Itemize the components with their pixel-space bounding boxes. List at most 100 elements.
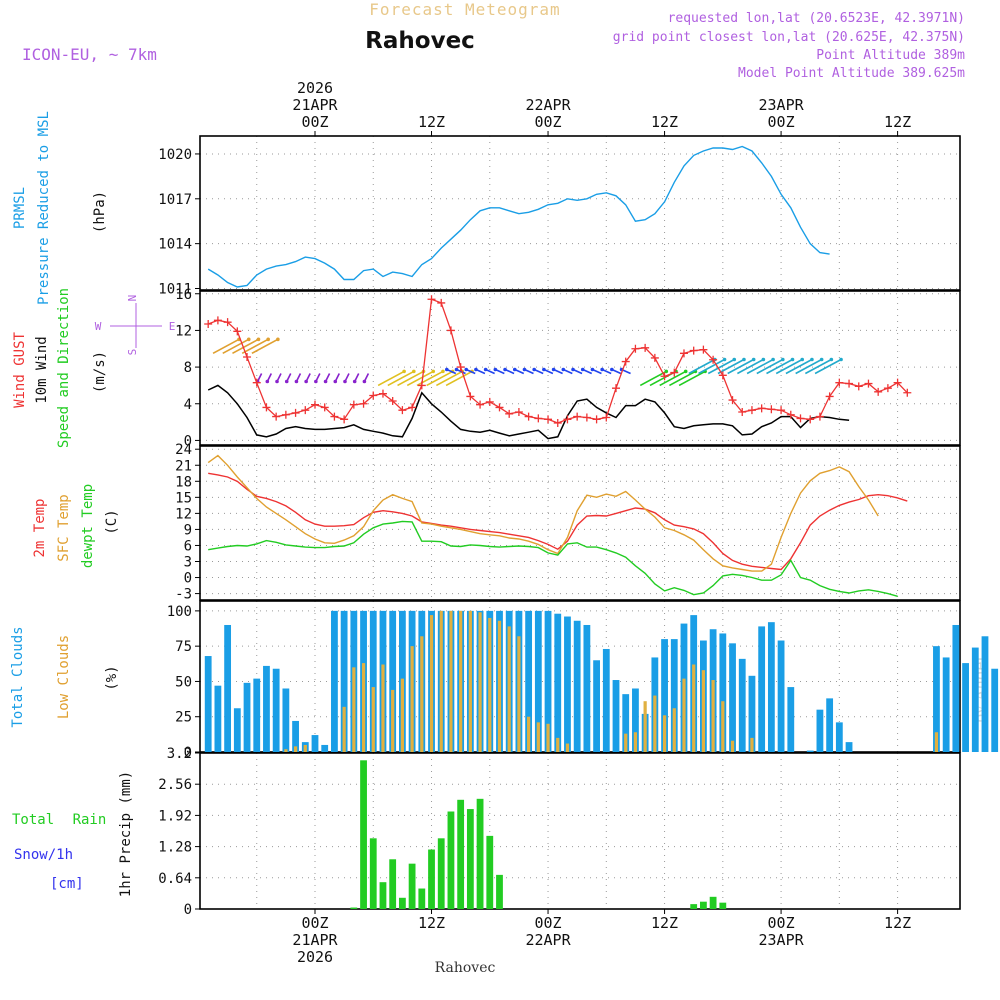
gust-marker [641, 343, 650, 352]
temp-ytick-label: 3 [184, 555, 192, 571]
total-cloud-bar [816, 709, 824, 752]
gust-marker [777, 406, 786, 415]
wind-ytick-label: 8 [184, 360, 192, 376]
cloud-panel: 0 25 50 75 100 [167, 600, 999, 761]
rain-bar [457, 799, 465, 909]
total-cloud-bar [282, 688, 290, 752]
wind-barb-head [829, 357, 834, 362]
pressure-ytick-label: 1014 [158, 237, 192, 253]
total-cloud-bar [214, 685, 222, 752]
bottom-time-label: 12Z [418, 914, 445, 932]
total-cloud-bar [777, 640, 785, 752]
wind-barb [669, 370, 696, 387]
total-cloud-bar [534, 610, 542, 752]
wind-ytick-label: 12 [175, 323, 192, 339]
wind-barb [737, 358, 764, 375]
total-cloud-bar [389, 610, 397, 752]
gust-marker [670, 368, 679, 377]
gust-marker [398, 406, 407, 415]
low-cloud-bar [556, 737, 560, 752]
wind-barb [756, 358, 784, 375]
gust-marker [262, 403, 271, 412]
gust-marker [514, 408, 523, 416]
pressure-frame [199, 135, 961, 291]
gust-marker [446, 326, 455, 335]
compass-e: E [169, 320, 176, 333]
gust-marker [213, 316, 222, 325]
gust-marker [602, 413, 611, 422]
low-cloud-bar [381, 664, 385, 752]
low-cloud-bar [459, 610, 463, 752]
wind-barb-head [542, 367, 546, 372]
low-cloud-bar [934, 732, 939, 752]
rain-bar [719, 902, 727, 909]
total-cloud-bar [292, 720, 299, 752]
wind-frame [199, 290, 961, 446]
gust-marker [854, 382, 863, 391]
cloud-unit: (%) [104, 665, 120, 690]
gust-marker [466, 392, 475, 401]
grid-point-coordinates: grid point closest lon,lat (20.625E, 42.… [613, 30, 965, 45]
temp-ytick-label: 15 [175, 490, 192, 506]
total-cloud-bar [263, 665, 270, 752]
low-clouds-label: Low Clouds [56, 635, 72, 719]
gust-marker [544, 415, 553, 424]
gust-marker [709, 355, 718, 364]
wind-barb-head [412, 369, 416, 374]
low-cloud-bar [633, 732, 638, 752]
top-time-label: 22APR [525, 96, 571, 114]
rain-bar [350, 907, 358, 909]
low-cloud-bar [478, 612, 482, 752]
bottom-time-label: 00Z [768, 914, 795, 932]
point-altitude: Point Altitude 389m [816, 48, 965, 63]
wind-barb-head [483, 367, 488, 372]
wind-barb-head [464, 367, 469, 372]
wind-barb-head [742, 357, 746, 362]
top-time-label: 00Z [534, 113, 561, 131]
gust-marker [679, 349, 688, 358]
top-time-label: 2026 [297, 79, 333, 97]
low-cloud-bar [429, 615, 434, 752]
pressure-panel-labels: PRMSL Pressure Reduced to MSL (hPa) [12, 111, 108, 305]
precip-ytick-label: 1.28 [158, 840, 192, 856]
snow-label: Snow/1h [14, 847, 73, 863]
low-cloud-bar [488, 617, 492, 752]
total-clouds-label: Total Clouds [10, 626, 26, 727]
low-cloud-bar [527, 716, 531, 752]
low-cloud-bar [730, 740, 735, 752]
pressure-ytick-label: 1011 [158, 282, 192, 298]
rain-bar [369, 838, 377, 909]
low-cloud-bar [536, 722, 540, 752]
gust-marker [621, 357, 630, 366]
wind-barb-head [431, 369, 436, 374]
wind-barb-head [333, 379, 338, 384]
precip-panel-labels: Total Rain Snow/1h [cm] 1hr Precip (mm) [12, 771, 134, 897]
wind-barb [775, 358, 803, 375]
gust-marker [650, 353, 659, 362]
total-cloud-bar [845, 742, 853, 752]
gust-marker [505, 409, 514, 418]
gust-marker [476, 400, 485, 409]
total-cloud-bar [573, 620, 581, 752]
gust-marker [427, 295, 436, 304]
top-time-label: 12Z [418, 113, 445, 131]
total-cloud-bar [835, 722, 843, 752]
total-cloud-bar [826, 698, 834, 752]
low-cloud-bar [420, 636, 424, 752]
wind-barb-head [532, 367, 536, 372]
low-cloud-bar [701, 670, 705, 752]
top-time-label: 21APR [292, 96, 338, 114]
compass-w: W [95, 320, 102, 333]
total-cloud-bar [622, 694, 630, 752]
total-cloud-bar [971, 647, 979, 752]
wind10-label: 10m Wind [34, 336, 50, 403]
pressure-line [207, 145, 830, 288]
wind-barb-head [590, 367, 595, 372]
wind-barb-head [790, 357, 795, 362]
total-cloud-bar [233, 708, 241, 752]
gust-marker [563, 415, 572, 424]
rain-bar [700, 901, 707, 909]
low-cloud-bar [293, 746, 298, 752]
rain-bar [379, 882, 387, 909]
